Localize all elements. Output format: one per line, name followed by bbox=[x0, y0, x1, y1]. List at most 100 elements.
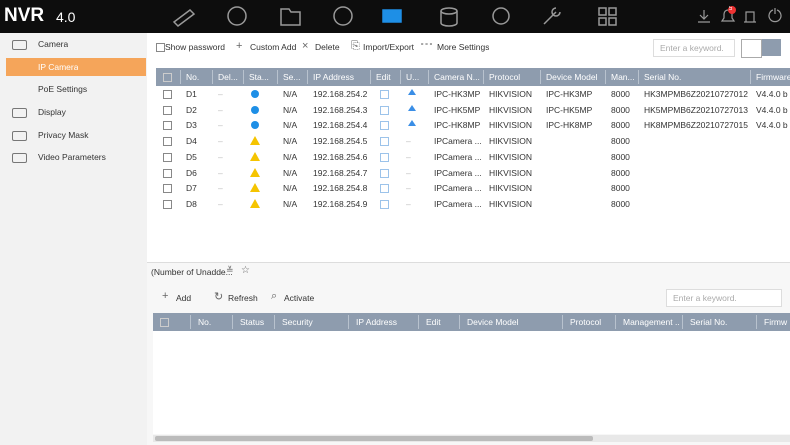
upgrade-icon[interactable] bbox=[408, 104, 416, 111]
cell: HK5MPMB6Z20210727013 bbox=[644, 104, 748, 115]
checkbox[interactable] bbox=[156, 43, 165, 52]
upgrade-icon[interactable] bbox=[408, 89, 416, 95]
list-view[interactable] bbox=[762, 39, 781, 56]
cell: HIKVISION bbox=[489, 198, 532, 209]
cell: 192.168.254.5 bbox=[313, 136, 368, 147]
checkbox[interactable] bbox=[160, 318, 169, 327]
toolbar-button[interactable]: Delete bbox=[315, 42, 340, 52]
cell: N/A bbox=[283, 183, 298, 194]
column-divider bbox=[605, 70, 606, 84]
nav-layout[interactable] bbox=[598, 7, 617, 26]
cell: HIKVISION bbox=[489, 89, 532, 99]
sidebar-item[interactable]: Video Parameters bbox=[38, 152, 106, 162]
panel-button[interactable]: Refresh bbox=[228, 293, 258, 303]
checkbox[interactable] bbox=[163, 137, 172, 147]
checkbox[interactable] bbox=[163, 105, 172, 115]
cell: HIKVISION bbox=[489, 183, 532, 194]
edit-icon[interactable] bbox=[380, 152, 389, 162]
grid-view[interactable] bbox=[741, 39, 762, 58]
sidebar-icon bbox=[12, 40, 27, 50]
sidebar bbox=[0, 33, 147, 445]
column-header: No. bbox=[186, 72, 200, 82]
sidebar-item[interactable]: PoE Settings bbox=[38, 84, 88, 94]
system-icons bbox=[698, 6, 782, 23]
column-header: Serial No. bbox=[644, 72, 682, 82]
cell: IPCamera ... bbox=[434, 136, 481, 147]
cell: V4.4.0 b bbox=[756, 104, 788, 115]
nav-maintenance[interactable] bbox=[543, 7, 561, 25]
checkbox[interactable] bbox=[163, 121, 172, 131]
column-header: Camera N... bbox=[434, 72, 480, 82]
column-divider bbox=[370, 70, 371, 84]
cell: D7 bbox=[186, 183, 197, 194]
nav-settings[interactable] bbox=[492, 7, 510, 25]
cell: 8000 bbox=[611, 136, 630, 147]
panel-button[interactable]: Add bbox=[176, 293, 192, 303]
column-header: Protocol bbox=[570, 317, 602, 327]
user-icon[interactable] bbox=[744, 11, 756, 23]
column-header: Protocol bbox=[489, 72, 521, 82]
cell: N/A bbox=[283, 136, 298, 147]
cell: D4 bbox=[186, 136, 197, 147]
edit-icon[interactable] bbox=[380, 199, 389, 209]
scrollbar-thumb[interactable] bbox=[155, 436, 593, 441]
sidebar-item[interactable]: IP Camera bbox=[38, 62, 79, 72]
edit-icon[interactable] bbox=[380, 105, 389, 115]
column-header: U... bbox=[406, 72, 420, 82]
column-divider bbox=[756, 315, 757, 329]
table-header bbox=[156, 68, 790, 86]
edit-icon[interactable] bbox=[380, 184, 389, 194]
toolbar-button[interactable]: Import/Export bbox=[363, 42, 415, 52]
search-box[interactable]: Enter a keyword. bbox=[653, 39, 735, 57]
sidebar-item[interactable]: Camera bbox=[38, 39, 69, 49]
panel-icon: ↻ bbox=[214, 291, 224, 303]
checkbox[interactable] bbox=[163, 168, 172, 178]
toolbar-button[interactable]: Custom Add bbox=[250, 42, 297, 52]
edit-icon[interactable] bbox=[380, 168, 389, 178]
cell: IPC-HK5MP bbox=[434, 104, 481, 115]
checkbox[interactable] bbox=[163, 73, 172, 82]
column-divider bbox=[307, 70, 308, 84]
sidebar-item[interactable]: Privacy Mask bbox=[38, 130, 89, 140]
panel-button[interactable]: Activate bbox=[284, 293, 315, 303]
cell: N/A bbox=[283, 167, 298, 178]
column-divider bbox=[562, 315, 563, 329]
search-box[interactable]: Enter a keyword. bbox=[666, 289, 782, 307]
download-icon[interactable] bbox=[698, 10, 710, 23]
badge-dot bbox=[728, 6, 736, 14]
column-header: Management ... bbox=[623, 317, 680, 327]
edit-icon[interactable] bbox=[380, 121, 389, 131]
cell: V4.4.0 b bbox=[756, 89, 788, 99]
pin-icon: ☆ bbox=[241, 265, 250, 276]
cell: 8000 bbox=[611, 198, 630, 209]
nav-files[interactable] bbox=[280, 8, 301, 26]
checkbox[interactable] bbox=[163, 152, 172, 162]
checkbox[interactable] bbox=[163, 90, 172, 99]
nav-storage[interactable] bbox=[440, 7, 458, 15]
nav-camera[interactable] bbox=[382, 9, 402, 23]
column-header: IP Address bbox=[313, 72, 354, 82]
edit-icon[interactable] bbox=[380, 137, 389, 147]
toolbar-button[interactable]: More Settings bbox=[437, 42, 490, 52]
nav-live[interactable] bbox=[172, 9, 196, 27]
nav-icons bbox=[172, 6, 617, 27]
cell: IPCamera ... bbox=[434, 167, 481, 178]
cell: – bbox=[406, 198, 411, 209]
sidebar-item[interactable]: Display bbox=[38, 107, 66, 117]
upgrade-icon[interactable] bbox=[408, 120, 416, 127]
checkbox[interactable] bbox=[163, 199, 172, 209]
checkbox[interactable] bbox=[163, 184, 172, 194]
panel-icon: ⌕ bbox=[271, 290, 278, 302]
show-password[interactable]: Show password bbox=[165, 42, 226, 52]
cell: IPC-HK5MP bbox=[546, 104, 593, 115]
status-warning bbox=[250, 183, 260, 193]
nav-search[interactable] bbox=[333, 6, 353, 26]
edit-icon[interactable] bbox=[380, 90, 389, 99]
power-icon[interactable] bbox=[768, 8, 782, 23]
column-divider bbox=[400, 70, 401, 84]
cell: – bbox=[218, 104, 223, 115]
nav-playback[interactable] bbox=[227, 6, 247, 26]
cell: – bbox=[218, 120, 223, 131]
column-divider bbox=[232, 315, 233, 329]
sidebar-icon bbox=[12, 108, 27, 118]
